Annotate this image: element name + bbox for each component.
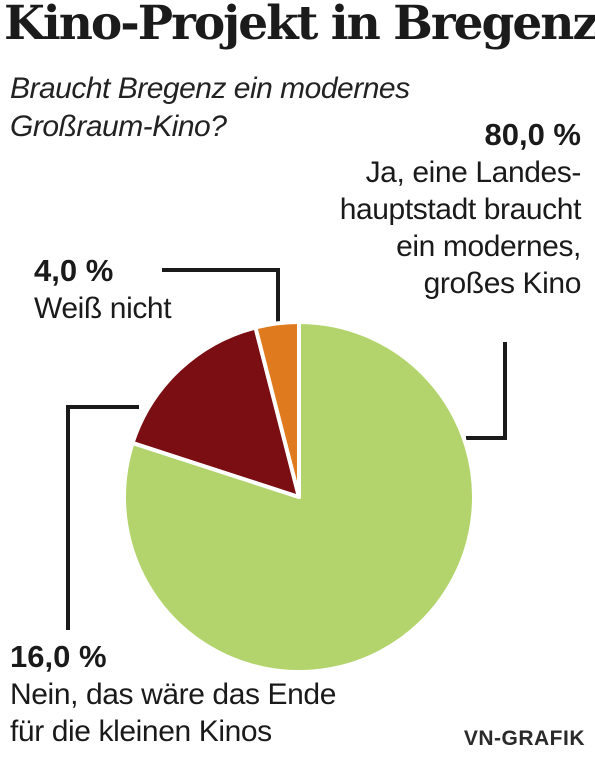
leader-line-nein <box>66 405 139 630</box>
source-credit: VN-GRAFIK <box>463 727 585 750</box>
slice-ja-label: 80,0 % Ja, eine Landes- hauptstadt brauc… <box>339 116 582 302</box>
leader-line-ja <box>466 342 507 440</box>
pie-slice-nein <box>130 325 301 499</box>
slice-ja-line: ein modernes, <box>396 230 581 263</box>
slice-weiss-line: Weiß nicht <box>34 292 172 325</box>
chart-title: Kino-Projekt in Bregenz <box>4 0 595 51</box>
slice-weiss-value: 4,0 % <box>34 253 114 288</box>
chart-subtitle: Braucht Bregenz ein modernes Großraum-Ki… <box>10 70 490 146</box>
leader-line-weiss <box>162 268 280 330</box>
slice-ja-value: 80,0 % <box>484 117 581 152</box>
slice-nein-value: 16,0 % <box>10 639 107 674</box>
slice-ja-line: hauptstadt braucht <box>339 193 582 226</box>
subtitle-line: Großraum-Kino? <box>10 110 227 143</box>
slice-ja-line: Ja, eine Landes- <box>365 156 582 189</box>
slice-ja-line: großes Kino <box>423 267 582 300</box>
slice-weiss-label: 4,0 % Weiß nicht <box>34 252 172 327</box>
slice-nein-line: Nein, das wäre das Ende <box>10 678 337 711</box>
slice-nein-label: 16,0 % Nein, das wäre das Ende für die k… <box>10 638 336 750</box>
slice-nein-line: für die kleinen Kinos <box>10 715 272 748</box>
subtitle-line: Braucht Bregenz ein modernes <box>10 72 410 105</box>
pie-slice-weiss <box>253 320 301 499</box>
